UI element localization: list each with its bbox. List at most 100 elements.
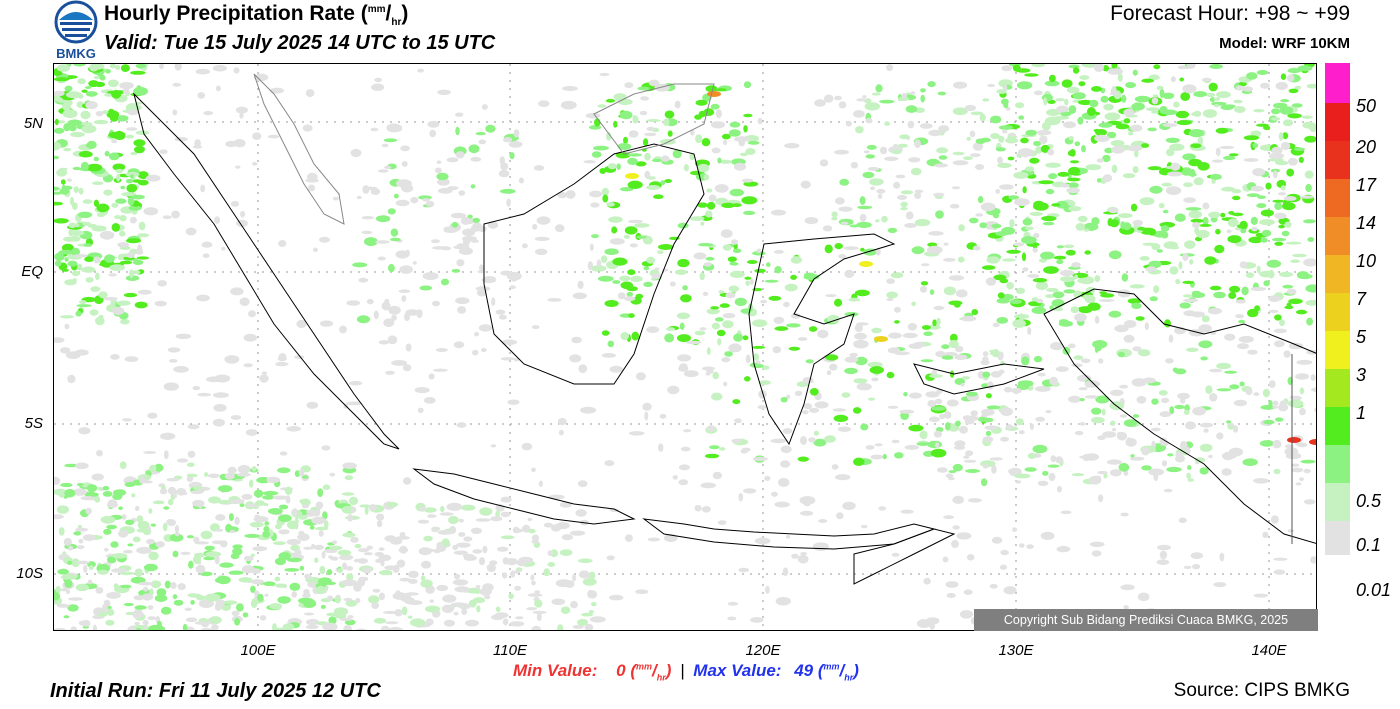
precip-cell bbox=[74, 462, 89, 470]
precipitation-map[interactable] bbox=[53, 63, 1317, 631]
precip-cell bbox=[190, 600, 195, 605]
precip-cell bbox=[1007, 156, 1015, 161]
precip-cell bbox=[1083, 228, 1090, 232]
precip-cell bbox=[877, 193, 883, 199]
precip-cell bbox=[1242, 86, 1254, 92]
precip-cell bbox=[68, 545, 74, 551]
precip-cell bbox=[291, 591, 298, 598]
precip-cell bbox=[348, 496, 359, 506]
precip-cell bbox=[54, 252, 65, 261]
precip-cell bbox=[853, 457, 865, 466]
precip-cell bbox=[169, 533, 184, 542]
precip-cell bbox=[352, 262, 368, 268]
precip-cell bbox=[1163, 488, 1173, 493]
precip-cell bbox=[1042, 221, 1055, 226]
precip-cell bbox=[867, 166, 880, 171]
precip-cell bbox=[498, 169, 510, 178]
precip-cell bbox=[394, 124, 403, 132]
precip-cell bbox=[717, 520, 727, 525]
precip-cell bbox=[1056, 105, 1069, 113]
precip-cell bbox=[591, 151, 602, 158]
precip-cell bbox=[98, 291, 108, 299]
precip-cell bbox=[1169, 406, 1175, 415]
precip-cell bbox=[294, 522, 299, 530]
precip-cell bbox=[1265, 182, 1272, 190]
min-label: Min Value: bbox=[513, 661, 598, 680]
minmax-separator: | bbox=[680, 661, 685, 680]
precip-cell bbox=[1241, 286, 1249, 296]
precip-cell bbox=[836, 512, 844, 520]
precip-cell bbox=[173, 599, 184, 606]
precip-cell bbox=[95, 272, 100, 281]
precip-cell bbox=[654, 267, 660, 271]
precip-cell bbox=[875, 84, 883, 93]
precip-cell bbox=[173, 366, 189, 373]
precip-cell bbox=[212, 64, 227, 72]
legend-label: 0.01 bbox=[1356, 580, 1392, 600]
legend-swatch bbox=[1325, 63, 1350, 103]
precip-cell bbox=[636, 235, 647, 239]
precip-cell bbox=[201, 241, 213, 248]
precip-cell bbox=[231, 498, 245, 504]
precip-cell bbox=[286, 557, 302, 563]
precip-cell bbox=[536, 216, 551, 225]
precip-cell bbox=[345, 599, 358, 607]
precip-cell bbox=[1082, 453, 1092, 462]
precip-cell bbox=[1280, 142, 1291, 150]
precip-cell bbox=[591, 234, 599, 239]
precip-cell bbox=[455, 297, 470, 305]
precip-cell bbox=[98, 314, 104, 319]
precip-cell bbox=[1296, 442, 1308, 448]
precip-cell bbox=[1191, 292, 1206, 298]
precip-cell bbox=[175, 333, 192, 339]
precip-cell bbox=[355, 597, 361, 604]
precip-cell bbox=[399, 577, 411, 582]
precip-cell bbox=[932, 319, 937, 327]
legend-swatch bbox=[1325, 445, 1350, 483]
precip-cell bbox=[107, 79, 119, 88]
precip-cell bbox=[887, 227, 898, 233]
chart-title: Hourly Precipitation Rate (mm/hr) bbox=[104, 2, 408, 28]
precip-cell bbox=[384, 535, 397, 542]
precip-cell bbox=[844, 312, 859, 317]
precip-cell bbox=[185, 617, 198, 623]
precip-cell bbox=[682, 285, 688, 291]
precip-cell bbox=[1045, 162, 1061, 168]
precip-cell bbox=[1283, 350, 1291, 358]
precip-cell bbox=[571, 336, 582, 344]
precip-cell bbox=[432, 300, 440, 307]
precip-cell bbox=[1151, 243, 1161, 251]
precip-cell bbox=[1271, 237, 1287, 242]
precip-cell bbox=[933, 192, 945, 197]
precip-cell bbox=[665, 327, 676, 331]
precip-cell bbox=[104, 254, 115, 263]
precip-cell bbox=[1259, 440, 1275, 447]
precip-cell bbox=[627, 157, 638, 165]
precip-cell bbox=[557, 624, 564, 630]
precip-cell bbox=[1129, 456, 1145, 461]
precip-cell bbox=[1263, 125, 1271, 131]
precip-cell bbox=[343, 625, 352, 630]
precip-cell bbox=[612, 280, 621, 284]
precip-cell bbox=[200, 627, 213, 630]
precip-cell bbox=[106, 90, 121, 94]
precip-cell bbox=[55, 585, 61, 594]
precip-cell bbox=[384, 298, 390, 305]
precip-cell bbox=[644, 411, 649, 421]
precip-cell bbox=[212, 418, 225, 427]
precip-cell bbox=[101, 603, 108, 613]
precip-cell bbox=[252, 546, 268, 552]
precip-cell bbox=[409, 618, 426, 627]
precip-cell bbox=[560, 100, 577, 110]
precip-cell bbox=[724, 351, 733, 357]
precip-cell bbox=[1306, 83, 1316, 89]
precip-cell bbox=[328, 616, 337, 625]
precip-cell bbox=[261, 371, 268, 375]
precip-cell bbox=[838, 206, 853, 212]
precip-cell bbox=[164, 580, 171, 589]
model-name: Model: WRF 10KM bbox=[1219, 35, 1350, 52]
precip-cell bbox=[420, 548, 435, 553]
precip-cell bbox=[1111, 64, 1118, 69]
precip-cell bbox=[456, 422, 467, 428]
precip-cell bbox=[1094, 275, 1101, 283]
